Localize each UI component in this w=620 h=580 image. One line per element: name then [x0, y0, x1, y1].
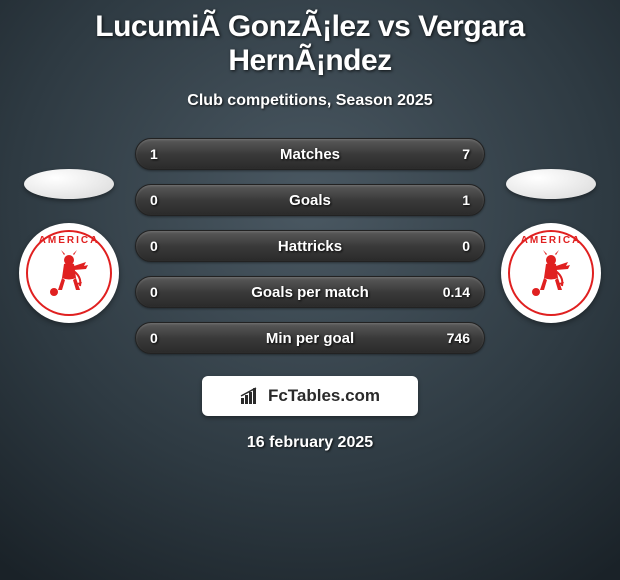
fctables-badge: FcTables.com: [202, 376, 418, 416]
stat-right-value: 746: [430, 330, 470, 346]
stats-column: 1 Matches 7 0 Goals 1 0 Hattricks 0 0 Goals per ma…: [135, 138, 485, 354]
bar-chart-icon: [240, 387, 262, 405]
stat-left-value: 0: [150, 192, 190, 208]
right-club-badge: AMERICA: [501, 223, 601, 323]
subtitle: Club competitions, Season 2025: [0, 92, 620, 110]
devil-icon: [526, 248, 576, 298]
stat-row: 0 Min per goal 746: [135, 322, 485, 354]
date-text: 16 february 2025: [0, 434, 620, 452]
main-row: AMERICA: [0, 138, 620, 354]
right-badge-text: AMERICA: [510, 235, 592, 246]
stat-row: 0 Hattricks 0: [135, 230, 485, 262]
devil-icon: [44, 248, 94, 298]
stat-row: 1 Matches 7: [135, 138, 485, 170]
right-player-column: AMERICA: [501, 169, 601, 323]
left-club-badge: AMERICA: [19, 223, 119, 323]
left-player-avatar: [24, 169, 114, 199]
stat-label: Hattricks: [278, 238, 342, 255]
stat-right-value: 0.14: [430, 284, 470, 300]
stat-label: Goals per match: [251, 284, 369, 301]
stat-label: Goals: [289, 192, 331, 209]
left-player-column: AMERICA: [19, 169, 119, 323]
stat-right-value: 0: [430, 238, 470, 254]
right-player-avatar: [506, 169, 596, 199]
stat-label: Min per goal: [266, 330, 354, 347]
stat-label: Matches: [280, 146, 340, 163]
stat-right-value: 7: [430, 146, 470, 162]
stat-left-value: 0: [150, 238, 190, 254]
stat-left-value: 1: [150, 146, 190, 162]
stat-left-value: 0: [150, 284, 190, 300]
stat-row: 0 Goals 1: [135, 184, 485, 216]
left-badge-text: AMERICA: [28, 235, 110, 246]
fctables-text: FcTables.com: [268, 386, 380, 406]
stat-left-value: 0: [150, 330, 190, 346]
page-title: LucumiÃ GonzÃ¡lez vs Vergara HernÃ¡ndez: [0, 10, 620, 78]
stat-row: 0 Goals per match 0.14: [135, 276, 485, 308]
stat-right-value: 1: [430, 192, 470, 208]
comparison-card: LucumiÃ GonzÃ¡lez vs Vergara HernÃ¡ndez …: [0, 0, 620, 452]
